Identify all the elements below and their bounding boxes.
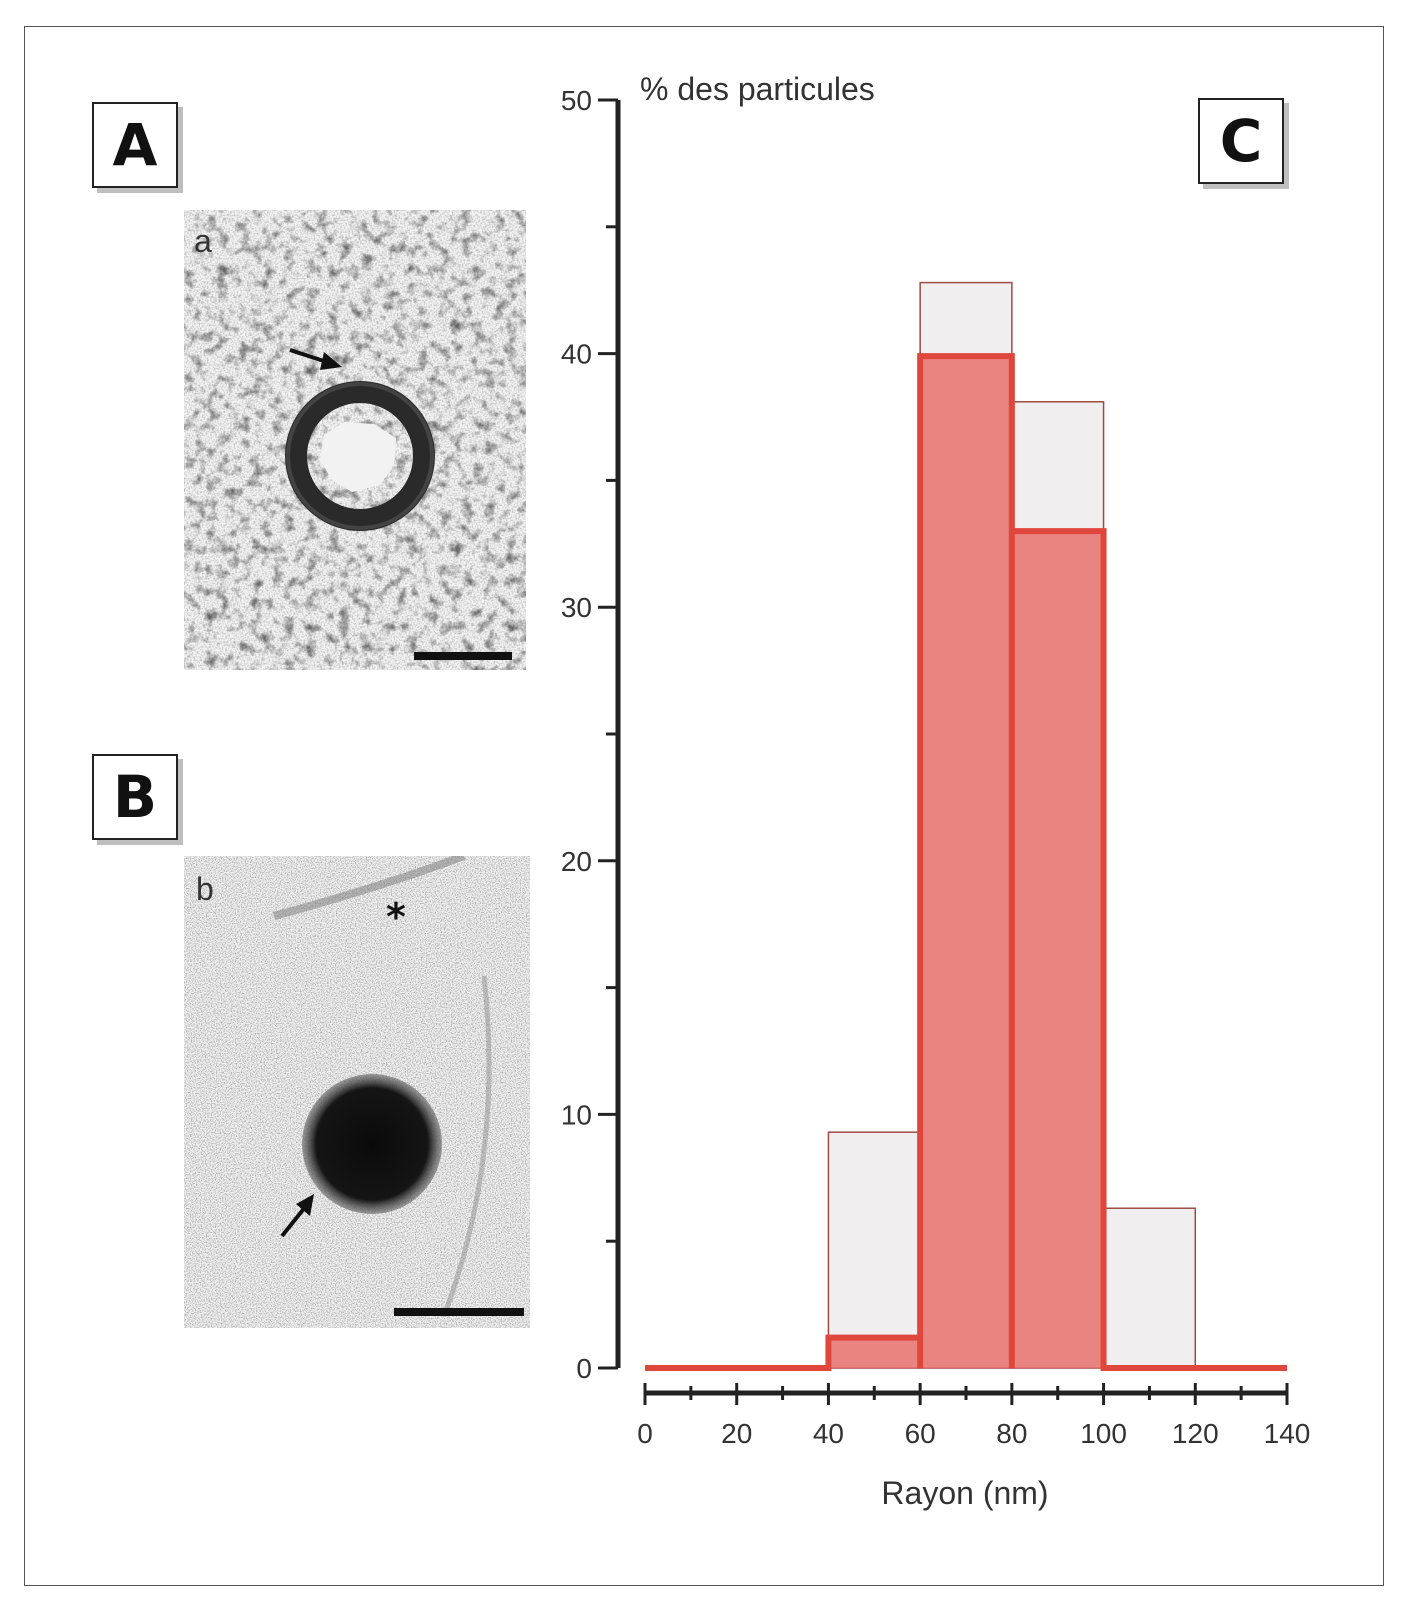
x-tick-label: 140: [1264, 1418, 1311, 1449]
x-tick-label: 80: [996, 1418, 1027, 1449]
micrograph-a-label: a: [194, 223, 212, 259]
asterisk-marker: *: [386, 895, 406, 939]
y-tick-label: 20: [561, 846, 592, 877]
bar-inner: [920, 356, 1012, 1368]
x-tick-label: 20: [721, 1418, 752, 1449]
y-tick-label: 10: [561, 1099, 592, 1130]
panel-label-b: B: [92, 754, 178, 840]
micrograph-b-label: b: [196, 871, 214, 907]
y-tick-label: 30: [561, 592, 592, 623]
dense-particle: [302, 1074, 442, 1214]
micrograph-b: b *: [184, 856, 530, 1328]
y-axis: 0 10 20 30 40 50: [561, 85, 621, 1384]
bar-outer: [827, 1131, 921, 1369]
red-step-outline: [645, 353, 1287, 1371]
panel-label-c: C: [1198, 98, 1284, 184]
bar-inner: [828, 1337, 921, 1368]
x-axis: 0 20 40 60 80 100 120 140: [637, 1383, 1310, 1449]
y-axis-title: % des particules: [640, 71, 875, 107]
vesicle-core: [320, 422, 396, 492]
arrow-icon: [289, 348, 342, 370]
panel-label-a: A: [92, 102, 178, 188]
x-tick-label: 100: [1080, 1418, 1127, 1449]
arrow-icon: [280, 1194, 314, 1238]
figure-frame: [24, 26, 1384, 1586]
bar-inner: [1011, 531, 1104, 1368]
x-axis-title: Rayon (nm): [881, 1475, 1048, 1511]
y-tick-label: 40: [561, 339, 592, 370]
x-tick-label: 0: [637, 1418, 653, 1449]
scale-bar: [414, 652, 512, 660]
scale-bar: [394, 1308, 524, 1316]
bar-outer: [1102, 1207, 1197, 1369]
y-tick-label: 50: [561, 85, 592, 116]
micrograph-a: a: [184, 210, 526, 670]
x-tick-label: 120: [1172, 1418, 1219, 1449]
x-tick-label: 40: [813, 1418, 844, 1449]
y-tick-label: 0: [576, 1353, 592, 1384]
red-bars: [828, 356, 1104, 1368]
vesicle-ring: [285, 381, 435, 531]
x-tick-label: 60: [905, 1418, 936, 1449]
